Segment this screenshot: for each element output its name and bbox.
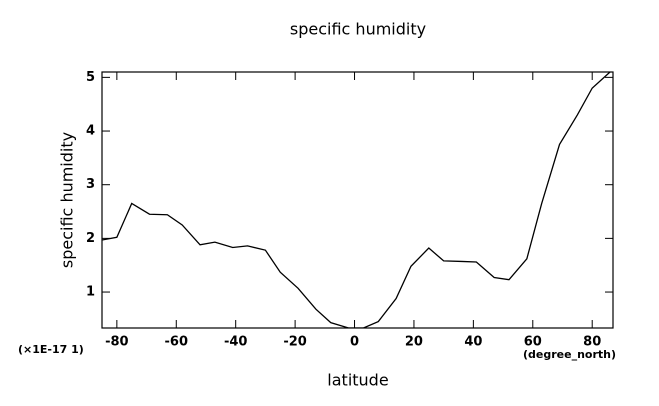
- x-tick-label: 60: [524, 335, 542, 350]
- x-tick-label: 20: [405, 335, 423, 350]
- y-scale-note: (×1E-17 1): [18, 343, 84, 356]
- y-tick-label: 4: [86, 124, 95, 139]
- y-tick-label: 5: [86, 70, 95, 85]
- x-tick-label: -40: [224, 335, 248, 350]
- x-axis-label: latitude: [327, 371, 388, 390]
- line: [102, 72, 611, 328]
- x-tick-label: -20: [283, 335, 307, 350]
- x-tick-label: 40: [464, 335, 482, 350]
- x-tick-label: 80: [583, 335, 601, 350]
- y-tick-label: 2: [86, 231, 95, 246]
- y-tick-label: 3: [86, 177, 95, 192]
- x-tick-label: -80: [105, 335, 129, 350]
- x-tick-label: -60: [165, 335, 189, 350]
- x-tick-label: 0: [350, 335, 359, 350]
- y-tick-label: 1: [86, 285, 95, 300]
- plot-frame: [101, 71, 614, 329]
- y-axis-label: specific humidity: [58, 132, 77, 268]
- chart-title: specific humidity: [290, 20, 426, 39]
- x-unit: (degree_north): [523, 348, 616, 361]
